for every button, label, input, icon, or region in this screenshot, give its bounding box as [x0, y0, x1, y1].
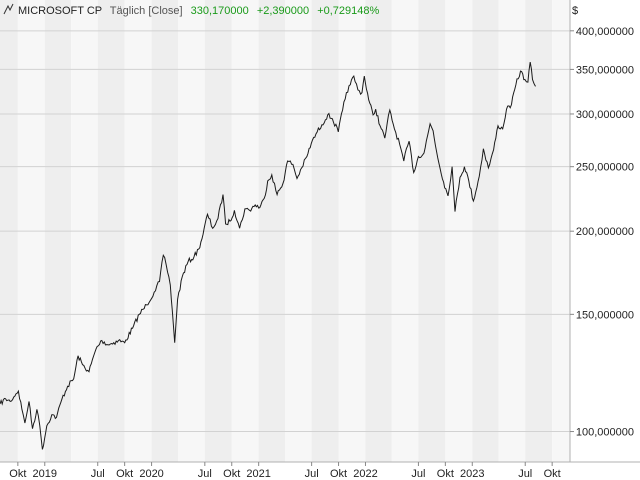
x-tick-label: Okt	[9, 468, 26, 480]
x-tick-label: Okt	[116, 468, 133, 480]
x-tick-label: Okt	[330, 468, 347, 480]
x-tick-label: 2020	[139, 468, 163, 480]
x-tick-label: 2019	[33, 468, 57, 480]
symbol-name: MICROSOFT CP	[18, 5, 102, 17]
x-tick-label: Jul	[305, 468, 319, 480]
y-tick-labels: 100,000000 150,000000 200,000000 250,000000…	[570, 26, 634, 439]
grid-lines	[0, 30, 570, 433]
x-tick-label: 2022	[353, 468, 377, 480]
interval-label: Täglich [Close]	[110, 5, 183, 17]
x-tick-label: Okt	[544, 468, 561, 480]
x-tick-label: Jul	[518, 468, 532, 480]
x-tick-label: 2021	[246, 468, 270, 480]
y-tick-label: 100,000000	[576, 427, 634, 439]
y-tick-label: 250,000000	[576, 162, 634, 174]
svg-text:MICROSOFT CP Täglich [Cl: MICROSOFT CP Täglich [Close] 330,170000 …	[18, 5, 379, 17]
x-tick-labels: Okt 2019 Jul Okt 2020 Jul Okt 2021 Jul Okt 2022 Jul…	[9, 462, 561, 480]
price-change-percent: +0,729148%	[317, 5, 379, 17]
y-tick-label: 200,000000	[576, 226, 634, 238]
currency-label: $	[572, 5, 578, 17]
y-tick-label: 400,000000	[576, 26, 634, 38]
chart-header: MICROSOFT CP Täglich [Close] 330,170000 …	[3, 3, 379, 17]
x-tick-label: Jul	[198, 468, 212, 480]
x-tick-label: Jul	[411, 468, 425, 480]
x-tick-label: 2023	[460, 468, 484, 480]
x-tick-label: Jul	[91, 468, 105, 480]
x-tick-label: Okt	[223, 468, 240, 480]
y-tick-label: 300,000000	[576, 109, 634, 121]
price-change: +2,390000	[257, 5, 309, 17]
y-tick-label: 350,000000	[576, 64, 634, 76]
price-series-line	[0, 62, 536, 450]
y-tick-label: 150,000000	[576, 309, 634, 321]
x-tick-label: Okt	[437, 468, 454, 480]
last-price: 330,170000	[191, 5, 249, 17]
line-chart-icon	[3, 3, 14, 15]
